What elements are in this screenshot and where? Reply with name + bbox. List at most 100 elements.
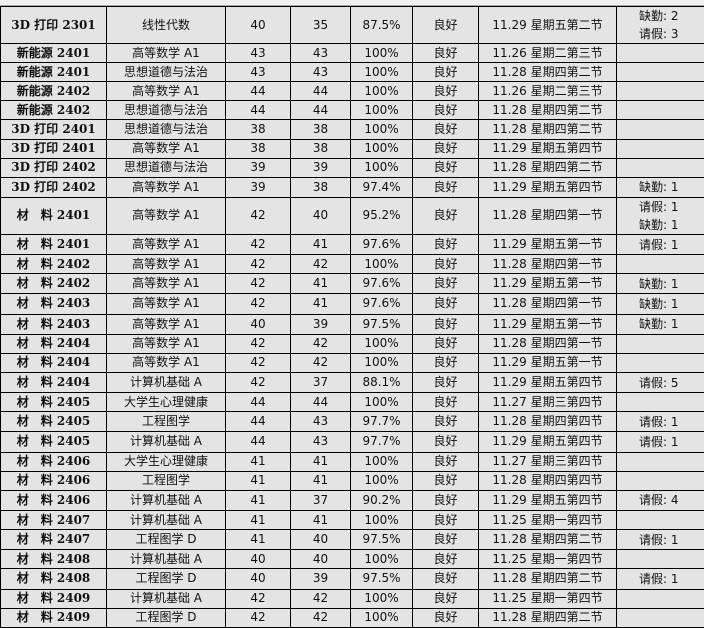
present-cell[interactable]: 38 — [290, 138, 351, 159]
total-cell[interactable]: 42 — [225, 254, 291, 275]
time-cell[interactable]: 11.28 星期四第二节 — [478, 529, 617, 551]
present-cell[interactable]: 41 — [290, 233, 351, 256]
time-cell[interactable]: 11.28 星期四第二节 — [478, 157, 617, 178]
present-cell[interactable]: 44 — [290, 100, 351, 121]
present-cell[interactable]: 39 — [290, 568, 351, 590]
notes-cell[interactable]: 请假: 4 — [616, 489, 704, 511]
total-cell[interactable]: 40 — [225, 549, 291, 570]
class-cell[interactable]: 3D 打印 2301 — [0, 6, 107, 44]
total-cell[interactable]: 41 — [225, 529, 291, 551]
course-cell[interactable]: 计算机基础 A — [106, 431, 226, 453]
time-cell[interactable]: 11.26 星期二第三节 — [478, 42, 617, 64]
notes-cell[interactable] — [616, 352, 704, 373]
grade-cell[interactable]: 良好 — [412, 411, 479, 433]
class-cell[interactable]: 3D 打印 2401 — [0, 119, 107, 140]
rate-cell[interactable]: 95.2% — [350, 196, 413, 235]
time-cell[interactable]: 11.25 星期一第四节 — [478, 509, 617, 531]
notes-cell[interactable] — [616, 549, 704, 570]
present-cell[interactable]: 43 — [290, 431, 351, 453]
time-cell[interactable]: 11.27 星期三第四节 — [478, 392, 617, 413]
class-cell[interactable]: 材 料 2405 — [0, 392, 107, 413]
time-cell[interactable]: 11.28 星期四第四节 — [478, 411, 617, 433]
present-cell[interactable]: 42 — [290, 588, 351, 609]
rate-cell[interactable]: 97.5% — [350, 313, 413, 335]
course-cell[interactable]: 计算机基础 A — [106, 549, 226, 570]
total-cell[interactable]: 41 — [225, 489, 291, 511]
course-cell[interactable]: 高等数学 A1 — [106, 333, 226, 354]
grade-cell[interactable]: 良好 — [412, 100, 479, 121]
course-cell[interactable]: 工程图学 D — [106, 529, 226, 551]
course-cell[interactable]: 高等数学 A1 — [106, 352, 226, 373]
rate-cell[interactable]: 97.7% — [350, 411, 413, 433]
present-cell[interactable]: 37 — [290, 489, 351, 511]
total-cell[interactable]: 42 — [225, 196, 291, 235]
rate-cell[interactable]: 100% — [350, 333, 413, 354]
grade-cell[interactable]: 良好 — [412, 588, 479, 609]
class-cell[interactable]: 材 料 2409 — [0, 588, 107, 609]
present-cell[interactable]: 35 — [290, 6, 351, 44]
grade-cell[interactable]: 良好 — [412, 81, 479, 102]
grade-cell[interactable]: 良好 — [412, 254, 479, 275]
total-cell[interactable]: 41 — [225, 451, 291, 472]
grade-cell[interactable]: 良好 — [412, 451, 479, 472]
total-cell[interactable]: 40 — [225, 6, 291, 44]
present-cell[interactable]: 41 — [290, 451, 351, 472]
grade-cell[interactable]: 良好 — [412, 176, 479, 198]
notes-cell[interactable] — [616, 392, 704, 413]
notes-cell[interactable] — [616, 157, 704, 178]
notes-cell[interactable] — [616, 333, 704, 354]
class-cell[interactable]: 材 料 2401 — [0, 233, 107, 256]
present-cell[interactable]: 39 — [290, 157, 351, 178]
course-cell[interactable]: 工程图学 D — [106, 568, 226, 590]
total-cell[interactable]: 42 — [225, 273, 291, 295]
grade-cell[interactable]: 良好 — [412, 157, 479, 178]
notes-cell[interactable]: 请假: 1 缺勤: 1 — [616, 196, 704, 235]
grade-cell[interactable]: 良好 — [412, 568, 479, 590]
course-cell[interactable]: 工程图学 — [106, 411, 226, 433]
course-cell[interactable]: 计算机基础 A — [106, 371, 226, 394]
notes-cell[interactable]: 缺勤: 2 请假: 3 — [616, 6, 704, 44]
class-cell[interactable]: 新能源 2401 — [0, 62, 107, 83]
course-cell[interactable]: 计算机基础 A — [106, 588, 226, 609]
total-cell[interactable]: 42 — [225, 352, 291, 373]
notes-cell[interactable]: 请假: 1 — [616, 411, 704, 433]
total-cell[interactable]: 43 — [225, 62, 291, 83]
notes-cell[interactable] — [616, 451, 704, 472]
time-cell[interactable]: 11.28 星期四第一节 — [478, 196, 617, 235]
time-cell[interactable]: 11.28 星期四第二节 — [478, 607, 617, 628]
present-cell[interactable]: 38 — [290, 176, 351, 198]
notes-cell[interactable] — [616, 62, 704, 83]
time-cell[interactable]: 11.27 星期三第四节 — [478, 451, 617, 472]
class-cell[interactable]: 材 料 2404 — [0, 371, 107, 394]
present-cell[interactable]: 42 — [290, 254, 351, 275]
class-cell[interactable]: 材 料 2405 — [0, 431, 107, 453]
grade-cell[interactable]: 良好 — [412, 392, 479, 413]
rate-cell[interactable]: 97.6% — [350, 233, 413, 256]
total-cell[interactable]: 40 — [225, 313, 291, 335]
class-cell[interactable]: 材 料 2406 — [0, 489, 107, 511]
notes-cell[interactable] — [616, 100, 704, 121]
total-cell[interactable]: 44 — [225, 411, 291, 433]
time-cell[interactable]: 11.25 星期一第四节 — [478, 549, 617, 570]
total-cell[interactable]: 44 — [225, 100, 291, 121]
class-cell[interactable]: 材 料 2408 — [0, 568, 107, 590]
course-cell[interactable]: 高等数学 A1 — [106, 293, 226, 315]
grade-cell[interactable]: 良好 — [412, 549, 479, 570]
class-cell[interactable]: 材 料 2403 — [0, 313, 107, 335]
notes-cell[interactable]: 缺勤: 1 — [616, 176, 704, 198]
rate-cell[interactable]: 100% — [350, 62, 413, 83]
present-cell[interactable]: 44 — [290, 81, 351, 102]
time-cell[interactable]: 11.29 星期五第四节 — [478, 176, 617, 198]
rate-cell[interactable]: 100% — [350, 138, 413, 159]
rate-cell[interactable]: 97.4% — [350, 176, 413, 198]
class-cell[interactable]: 材 料 2405 — [0, 411, 107, 433]
grade-cell[interactable]: 良好 — [412, 138, 479, 159]
course-cell[interactable]: 计算机基础 A — [106, 509, 226, 531]
total-cell[interactable]: 44 — [225, 81, 291, 102]
grade-cell[interactable]: 良好 — [412, 371, 479, 394]
notes-cell[interactable]: 缺勤: 1 — [616, 293, 704, 315]
notes-cell[interactable] — [616, 119, 704, 140]
time-cell[interactable]: 11.28 星期四第一节 — [478, 254, 617, 275]
grade-cell[interactable]: 良好 — [412, 119, 479, 140]
course-cell[interactable]: 高等数学 A1 — [106, 196, 226, 235]
